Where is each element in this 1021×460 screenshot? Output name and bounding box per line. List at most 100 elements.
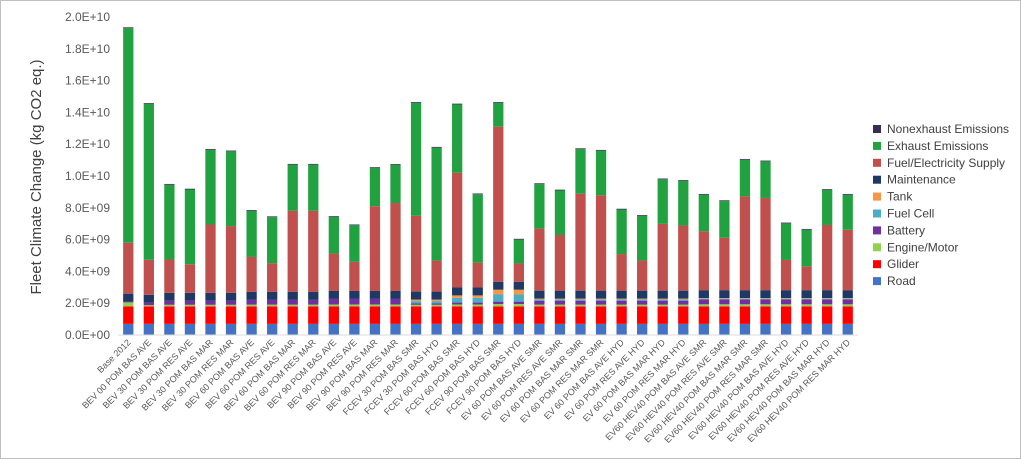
bar-segment bbox=[657, 179, 668, 224]
bar-segment bbox=[472, 302, 483, 305]
bar-segment bbox=[739, 299, 751, 305]
bar-segment bbox=[328, 290, 339, 299]
bar-segment bbox=[184, 323, 196, 335]
bar-segment bbox=[780, 306, 792, 324]
bar-segment bbox=[225, 151, 237, 227]
y-axis-title: Fleet Climate Change (kg CO2 eq.) bbox=[28, 59, 45, 294]
y-tick-label: 4.0E+09 bbox=[65, 264, 110, 278]
bar-segment bbox=[287, 164, 298, 211]
bar-segment bbox=[431, 301, 442, 304]
bar-segment bbox=[452, 297, 463, 303]
bar-segment bbox=[246, 323, 257, 335]
bar-segment bbox=[698, 323, 709, 335]
bar-segment bbox=[513, 289, 524, 295]
bar-segment bbox=[719, 237, 730, 291]
bar-segment bbox=[657, 178, 668, 180]
bar-segment bbox=[431, 306, 442, 324]
bar-segment bbox=[616, 290, 627, 299]
bar-segment bbox=[657, 223, 668, 291]
y-axis: 0.0E+00 2.0E+09 4.0E+09 6.0E+09 8.0E+09 1.0E+… bbox=[65, 10, 110, 342]
bar-segment bbox=[554, 298, 566, 300]
bar-segment bbox=[452, 295, 463, 298]
bar-segment bbox=[534, 228, 545, 291]
bar-segment bbox=[698, 290, 709, 299]
bar-segment bbox=[164, 306, 175, 324]
bar-segment bbox=[534, 300, 545, 305]
bar-segment bbox=[801, 306, 812, 324]
bar-segment bbox=[123, 302, 134, 307]
bar-segment bbox=[410, 299, 422, 302]
bar-segment bbox=[554, 306, 566, 324]
y-tick-label: 1.0E+10 bbox=[65, 169, 110, 183]
bar-segment bbox=[575, 306, 586, 324]
legend-label: Tank bbox=[887, 190, 913, 204]
bar-segment bbox=[719, 290, 730, 299]
bar-segment bbox=[657, 290, 668, 299]
bar-segment bbox=[205, 306, 216, 324]
bar-segment bbox=[390, 164, 401, 165]
bar-segment bbox=[123, 323, 134, 335]
bar-segment bbox=[410, 291, 422, 300]
bar-segment bbox=[472, 323, 483, 335]
bar-segment bbox=[637, 304, 648, 307]
bar-segment bbox=[164, 259, 175, 293]
legend-swatch bbox=[873, 125, 881, 133]
bar-segment bbox=[431, 260, 442, 292]
bar-segment bbox=[575, 304, 586, 307]
bar-segment bbox=[410, 102, 422, 103]
bar-segment bbox=[780, 299, 792, 305]
legend-label: Glider bbox=[887, 257, 919, 271]
bar-segment bbox=[719, 201, 730, 238]
bar-segment bbox=[534, 298, 545, 300]
bar-segment bbox=[842, 306, 853, 324]
y-tick-label: 1.6E+10 bbox=[65, 74, 110, 88]
bar-segment bbox=[369, 306, 381, 324]
bar-segment bbox=[143, 103, 154, 104]
bar-segment bbox=[164, 323, 175, 335]
bar-segment bbox=[760, 160, 771, 162]
bar-segment bbox=[431, 291, 442, 300]
bar-segment bbox=[328, 298, 339, 305]
bar-segment bbox=[493, 306, 504, 324]
bar-segment bbox=[328, 216, 339, 218]
bar-segment bbox=[595, 149, 607, 151]
bar-segment bbox=[842, 194, 853, 230]
bar-segment bbox=[267, 299, 278, 305]
bar-segment bbox=[513, 281, 524, 290]
bar-segment bbox=[780, 298, 792, 299]
bar-segment bbox=[493, 294, 504, 302]
bar-segment bbox=[760, 323, 771, 335]
legend: Nonexhaust Emissions Exhaust Emissions Fue… bbox=[873, 122, 1009, 288]
bar-segment bbox=[616, 254, 627, 291]
legend-swatch bbox=[873, 141, 881, 150]
bar-segment bbox=[637, 306, 648, 324]
bar-segment bbox=[739, 323, 751, 335]
bar-segment bbox=[719, 200, 730, 202]
bar-segment bbox=[513, 294, 524, 302]
bar-segment bbox=[184, 292, 196, 301]
bar-segment bbox=[267, 323, 278, 335]
bar-segment bbox=[657, 304, 668, 307]
bar-segment bbox=[554, 189, 566, 191]
bar-segment bbox=[575, 290, 586, 299]
bar-segment bbox=[205, 304, 216, 307]
bar-segment bbox=[554, 304, 566, 307]
bar-segment bbox=[184, 188, 196, 190]
bar-segment bbox=[616, 304, 627, 307]
bar-segment bbox=[246, 306, 257, 324]
bar-segment bbox=[493, 303, 504, 307]
bar-segment bbox=[575, 298, 586, 300]
bar-segment bbox=[760, 299, 771, 305]
y-tick-label: 1.4E+10 bbox=[65, 105, 110, 119]
bar-segment bbox=[267, 263, 278, 292]
bar-segment bbox=[822, 189, 833, 190]
bar-segment bbox=[575, 148, 586, 150]
bar-segment bbox=[780, 259, 792, 291]
y-tick-label: 1.8E+10 bbox=[65, 42, 110, 56]
bar-segment bbox=[595, 298, 607, 300]
bar-segment bbox=[554, 300, 566, 305]
bar-segment bbox=[534, 290, 545, 299]
bar-segment bbox=[739, 290, 751, 299]
